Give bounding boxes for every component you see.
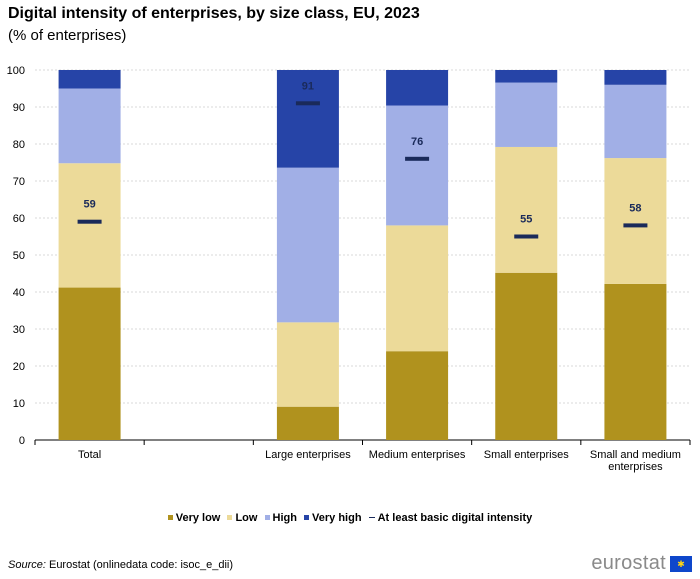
x-category-label: Small and medium [590, 449, 681, 461]
bar-segment-very-high [276, 70, 339, 168]
bar-segment-high [276, 167, 339, 323]
y-tick-label: 40 [13, 287, 25, 299]
data-label: 58 [629, 202, 641, 214]
legend-swatch [227, 514, 233, 520]
data-label: 91 [302, 80, 314, 92]
legend-label: Very high [312, 512, 362, 524]
bar-segment-very-low [276, 406, 339, 440]
chart-plot: 0 10 20 30 40 50 60 70 80 90 100 Total 59 Large enter… [7, 65, 691, 473]
bar-segment-very-high [386, 70, 449, 106]
bar-segment-very-high [604, 70, 667, 85]
marker-basic-intensity [77, 219, 102, 224]
legend-swatch [167, 514, 173, 520]
legend-item-very-low: Very low [167, 512, 221, 524]
bar-segment-very-low [495, 272, 558, 440]
bar-segment-very-low [386, 351, 449, 440]
bar-segment-low [495, 146, 558, 273]
bar-segment-high [604, 84, 667, 159]
x-category-label: enterprises [608, 461, 663, 473]
y-tick-label: 100 [7, 65, 25, 77]
y-tick-label: 0 [19, 435, 25, 447]
x-category-label: Large enterprises [265, 449, 351, 461]
data-label: 55 [520, 214, 532, 226]
bar-segment-low [604, 158, 667, 284]
y-tick-label: 60 [13, 213, 25, 225]
legend-item-very-high: Very high [304, 512, 362, 524]
x-category-label: Total [78, 449, 101, 461]
bar-segment-high [495, 82, 558, 147]
y-tick-label: 50 [13, 250, 25, 262]
bar-segment-very-low [58, 287, 121, 440]
legend-item-basic-intensity: At least basic digital intensity [368, 512, 533, 524]
x-category-label: Small enterprises [484, 449, 569, 461]
bar-segment-very-high [58, 70, 121, 89]
marker-basic-intensity [295, 101, 320, 106]
marker-basic-intensity [405, 156, 430, 161]
legend-item-high: High [264, 512, 297, 524]
legend-dash [368, 516, 375, 518]
legend-label: At least basic digital intensity [377, 512, 533, 524]
bar-segment-low [276, 322, 339, 407]
y-tick-label: 10 [13, 398, 25, 410]
chart-legend: Very low Low High Very high At least bas… [0, 512, 700, 524]
legend-label: Very low [175, 512, 221, 524]
bar-segment-low [58, 163, 121, 288]
data-label: 76 [411, 136, 423, 148]
eurostat-logo: eurostat ✱ [591, 552, 692, 575]
brand-name: eurostat [591, 552, 666, 574]
legend-swatch [264, 514, 270, 520]
legend-item-low: Low [227, 512, 257, 524]
legend-label: High [272, 512, 297, 524]
y-tick-label: 20 [13, 361, 25, 373]
eu-flag-icon: ✱ [670, 555, 692, 572]
legend-label: Low [235, 512, 258, 524]
legend-swatch [304, 514, 310, 520]
x-category-label: Medium enterprises [369, 449, 466, 461]
bar-segment-very-high [495, 70, 558, 83]
y-tick-label: 80 [13, 139, 25, 151]
bar-segment-high [58, 88, 121, 164]
y-tick-label: 90 [13, 102, 25, 114]
source-text: Eurostat (onlinedata code: isoc_e_dii) [45, 559, 234, 571]
bar-segment-high [386, 105, 449, 226]
bar-segment-low [386, 225, 449, 352]
data-label: 59 [83, 199, 95, 211]
source-note: Source: Eurostat (onlinedata code: isoc_… [8, 559, 233, 571]
chart-subtitle: (% of enterprises) [8, 27, 127, 44]
marker-basic-intensity [623, 223, 648, 228]
marker-basic-intensity [514, 234, 539, 239]
y-tick-label: 70 [13, 176, 25, 188]
source-label: Source: [8, 559, 46, 571]
chart-title: Digital intensity of enterprises, by siz… [8, 5, 420, 22]
bar-segment-very-low [604, 283, 667, 440]
y-tick-label: 30 [13, 324, 25, 336]
